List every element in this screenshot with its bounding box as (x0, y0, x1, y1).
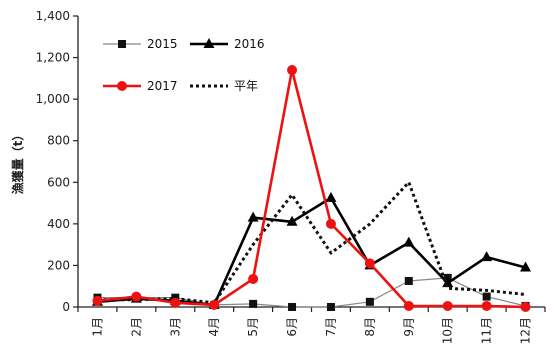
x-tick-label: 8月 (363, 317, 377, 337)
x-tick-label: 7月 (324, 317, 338, 337)
data-point (92, 295, 103, 306)
legend-item-平年: 平年 (190, 79, 258, 93)
data-point (365, 297, 374, 306)
data-point (481, 251, 493, 262)
legend-item-2017: 2017 (103, 79, 178, 93)
legend-item-2015: 2015 (103, 37, 178, 51)
data-point (481, 300, 492, 311)
data-point (520, 261, 532, 272)
legend-label: 2016 (234, 37, 265, 51)
legend: 2015 2016 2017 平年 (103, 37, 265, 93)
series-line (97, 196, 526, 307)
data-point (403, 300, 414, 311)
y-tick-label: 1,200 (36, 51, 70, 65)
data-point (404, 277, 413, 286)
series-2017 (92, 65, 531, 312)
series-layer (91, 65, 532, 312)
series-line (97, 68, 526, 309)
x-tick-label: 9月 (402, 317, 416, 337)
x-tick-label: 5月 (246, 317, 260, 337)
data-point (170, 297, 181, 308)
x-tick-label: 3月 (168, 317, 182, 337)
data-point (287, 65, 298, 76)
data-point (482, 292, 491, 301)
legend-label: 平年 (234, 79, 258, 93)
data-point (403, 236, 415, 247)
y-tick-label: 0 (62, 300, 70, 314)
data-point (247, 211, 259, 222)
x-tick-label: 6月 (285, 317, 299, 337)
data-point (209, 299, 220, 310)
data-point (131, 291, 142, 302)
data-point (364, 258, 375, 269)
legend-marker (118, 40, 126, 48)
series-2016 (91, 191, 532, 309)
legend-label: 2015 (147, 37, 178, 51)
y-tick-label: 400 (47, 217, 70, 231)
y-tick-label: 600 (47, 175, 70, 189)
y-tick-label: 1,400 (36, 9, 70, 23)
legend-marker (203, 38, 215, 48)
y-axis-label: 漁獲量（t） (10, 129, 25, 195)
y-tick-label: 1,000 (36, 92, 70, 106)
series-line (97, 277, 526, 308)
data-point (325, 218, 336, 229)
x-tick-label: 1月 (90, 317, 104, 337)
x-tick-label: 11月 (480, 317, 494, 344)
data-point (326, 303, 335, 311)
data-point (325, 191, 337, 202)
legend-item-2016: 2016 (190, 37, 265, 51)
x-tick-label: 2月 (129, 317, 143, 337)
legend-label: 2017 (147, 79, 178, 93)
x-ticks: 1月 2月 3月 4月 5月 6月 7月 8月 9月 10月 11月 12月 (77, 307, 546, 344)
data-point (248, 273, 259, 284)
y-tick-label: 200 (47, 258, 70, 272)
data-point (442, 300, 453, 311)
data-point (288, 303, 297, 311)
x-tick-label: 12月 (519, 317, 533, 344)
y-tick-label: 800 (47, 134, 70, 148)
x-tick-label: 10月 (441, 317, 455, 344)
x-tick-label: 4月 (207, 317, 221, 337)
legend-marker (117, 81, 127, 91)
data-point (286, 215, 298, 226)
data-point (249, 299, 258, 308)
y-ticks: 0 200 400 600 800 1,000 1,200 1,400 (36, 9, 78, 314)
data-point (520, 302, 531, 312)
